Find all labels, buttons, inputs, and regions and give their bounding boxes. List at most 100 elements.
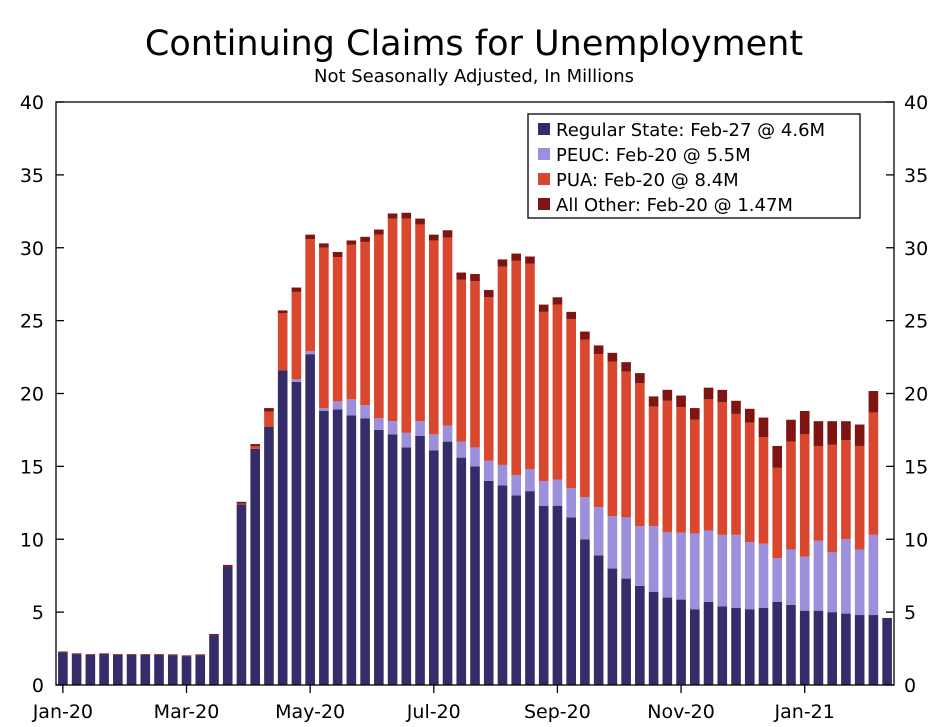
bar-s2-56 — [827, 444, 837, 553]
bar-s3-36 — [552, 297, 563, 305]
xtick-label-5: Nov-20 — [647, 701, 715, 723]
bar-s0-0 — [58, 652, 68, 685]
bar-s1-30 — [470, 447, 480, 467]
chart-title: Continuing Claims for Unemployment — [145, 24, 803, 64]
ytick-label-right-40: 40 — [904, 92, 928, 114]
bar-s2-51 — [758, 437, 769, 544]
bar-s0-35 — [538, 505, 549, 685]
bar-s2-50 — [744, 422, 755, 543]
bar-s2-41 — [621, 371, 631, 518]
bar-s0-29 — [456, 457, 467, 685]
ytick-label-left-35: 35 — [20, 165, 44, 187]
xtick-label-0: Jan-20 — [32, 701, 93, 723]
bar-s1-43 — [648, 526, 659, 592]
bar-s0-9 — [181, 656, 192, 685]
xtick-label-3: Jul-20 — [406, 701, 461, 723]
bar-s2-55 — [813, 445, 824, 541]
bar-s0-18 — [305, 354, 315, 685]
bar-s1-51 — [758, 543, 769, 608]
bar-s1-22 — [360, 405, 370, 419]
bar-s2-58 — [854, 445, 865, 550]
bar-s3-20 — [332, 251, 343, 258]
bar-s3-49 — [731, 400, 741, 414]
bar-s3-42 — [635, 373, 645, 384]
bar-s2-33 — [511, 260, 522, 476]
bar-s1-59 — [868, 534, 879, 616]
bar-s1-44 — [662, 531, 673, 598]
bar-s1-48 — [717, 534, 728, 607]
bar-s3-56 — [827, 421, 837, 445]
bar-s0-14 — [250, 448, 261, 685]
bar-s3-12 — [222, 564, 233, 567]
bar-s1-55 — [813, 540, 824, 611]
bar-s3-23 — [374, 229, 384, 235]
xtick-label-6: Jan-21 — [774, 701, 835, 723]
bar-s1-35 — [538, 480, 549, 506]
bar-s2-30 — [470, 281, 480, 448]
bar-s3-22 — [360, 236, 370, 242]
legend-label-2: PUA: Feb-20 @ 8.4M — [556, 170, 739, 191]
bar-s1-40 — [607, 516, 618, 569]
bar-s1-28 — [442, 425, 453, 442]
bar-s1-45 — [676, 532, 686, 600]
bar-s2-29 — [456, 279, 467, 442]
bar-s3-24 — [387, 213, 398, 219]
bar-s3-13 — [236, 501, 247, 504]
bar-s0-36 — [552, 505, 563, 685]
bar-s2-42 — [635, 383, 645, 527]
bar-s2-59 — [868, 412, 879, 535]
legend-swatch-2 — [538, 173, 550, 185]
bar-s2-24 — [387, 218, 398, 422]
bar-s2-38 — [580, 339, 590, 497]
ytick-label-left-30: 30 — [20, 238, 44, 260]
bar-s0-60 — [882, 617, 892, 685]
bar-s0-41 — [621, 578, 631, 685]
xtick-label-4: Sep-20 — [524, 701, 591, 723]
bar-s3-6 — [140, 654, 151, 655]
bar-s1-41 — [621, 517, 631, 579]
bar-s0-54 — [799, 610, 810, 685]
bar-s3-8 — [167, 654, 178, 656]
bar-s3-27 — [428, 234, 439, 241]
ytick-label-left-40: 40 — [20, 92, 44, 114]
ytick-label-right-15: 15 — [904, 456, 928, 478]
bar-s2-21 — [346, 244, 357, 400]
bar-s0-19 — [319, 410, 329, 685]
bar-s1-46 — [690, 533, 700, 610]
bar-s1-52 — [772, 558, 783, 602]
xtick-label-2: May-20 — [275, 701, 345, 723]
bar-s0-24 — [387, 434, 398, 685]
bar-s3-21 — [346, 240, 357, 245]
bar-s0-1 — [71, 654, 82, 685]
bar-s3-26 — [415, 218, 425, 225]
bar-s0-51 — [758, 607, 769, 685]
bar-s3-33 — [511, 253, 522, 261]
bar-s3-14 — [250, 444, 261, 447]
bar-s0-16 — [277, 370, 288, 685]
legend-label-3: All Other: Feb-20 @ 1.47M — [556, 195, 793, 216]
bar-s0-40 — [607, 568, 618, 685]
bar-s3-45 — [676, 395, 686, 408]
bar-s0-55 — [813, 610, 824, 685]
bar-s3-40 — [607, 352, 618, 362]
bar-s1-24 — [387, 421, 398, 435]
bar-s0-52 — [772, 601, 783, 685]
bar-s3-31 — [483, 290, 494, 298]
bar-s3-30 — [470, 273, 480, 282]
bar-s0-3 — [99, 654, 109, 685]
bar-s2-19 — [319, 247, 329, 409]
bar-s3-7 — [154, 654, 164, 655]
bar-s0-37 — [566, 517, 576, 685]
bar-s0-11 — [209, 635, 219, 685]
ytick-label-right-35: 35 — [904, 165, 928, 187]
bar-s3-10 — [195, 654, 206, 656]
bar-s1-54 — [799, 556, 810, 611]
bar-s2-40 — [607, 361, 618, 517]
bar-s1-53 — [786, 549, 796, 605]
bar-s2-22 — [360, 241, 370, 406]
ytick-label-left-25: 25 — [20, 311, 44, 333]
bar-s3-0 — [58, 651, 68, 653]
bar-s3-43 — [648, 396, 659, 407]
